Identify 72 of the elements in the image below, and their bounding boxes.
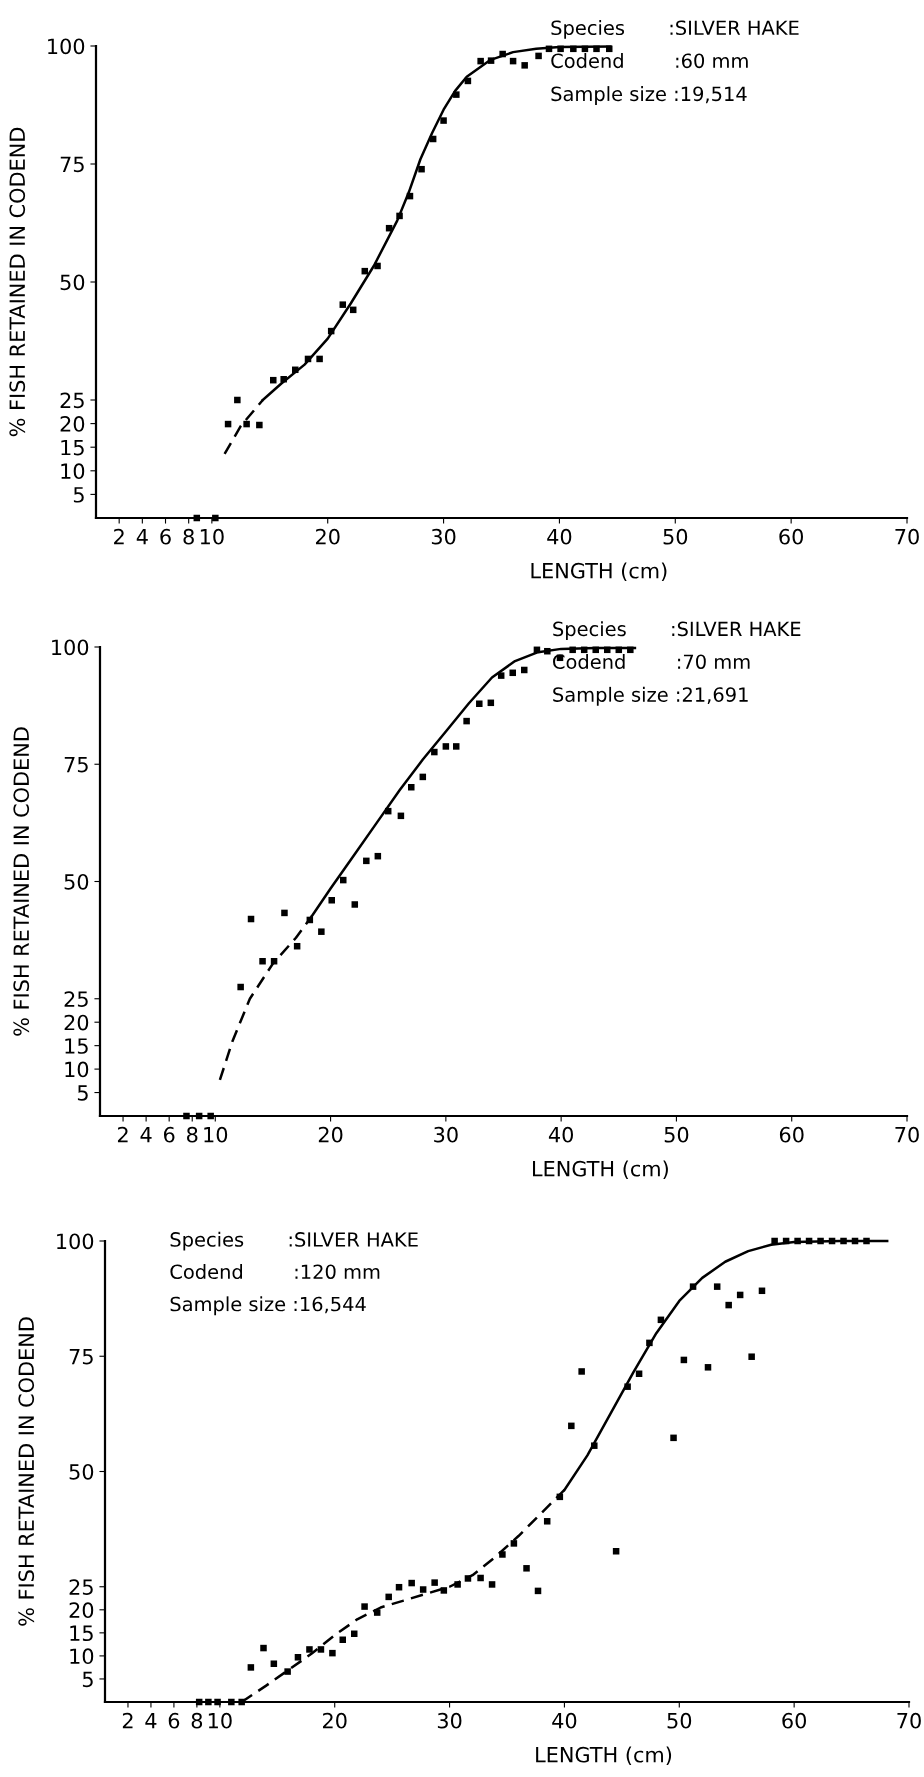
x-tick-label: 60 bbox=[779, 528, 804, 545]
y-tick-label: 100 bbox=[57, 1233, 94, 1250]
y-tick-label: 25 bbox=[69, 1579, 93, 1595]
x-tick-label: 50 bbox=[667, 1712, 692, 1729]
x-tick-label: 30 bbox=[431, 528, 456, 545]
x-tick-label: 2 bbox=[122, 1712, 133, 1729]
y-tick-label: 20 bbox=[60, 416, 85, 432]
x-tick-label: 6 bbox=[168, 1712, 180, 1729]
x-tick-label: 40 bbox=[548, 1126, 574, 1143]
x-tick-label: 20 bbox=[322, 1712, 347, 1729]
x-tick-label: 40 bbox=[547, 528, 572, 545]
x-axis-title: LENGTH (cm) bbox=[536, 1746, 672, 1766]
y-axis-title: % FISH RETAINED IN CODEND bbox=[13, 727, 30, 1036]
y-tick-label: 10 bbox=[70, 1648, 94, 1665]
x-tick-label: 50 bbox=[664, 1126, 689, 1143]
x-tick-label: 20 bbox=[318, 1126, 343, 1143]
y-tick-label: 100 bbox=[48, 38, 85, 55]
y-tick-label: 15 bbox=[65, 1038, 88, 1054]
x-tick-label: 8 bbox=[187, 1126, 198, 1143]
x-axis-title: LENGTH (cm) bbox=[533, 1160, 668, 1180]
x-tick-label: 60 bbox=[779, 1126, 804, 1143]
annotation: Codend :60 mm bbox=[551, 53, 748, 69]
annotation: Sample size :19,514 bbox=[551, 86, 747, 105]
x-tick-label: 70 bbox=[895, 528, 919, 545]
y-tick-label: 25 bbox=[60, 392, 84, 409]
y-axis-title: % FISH RETAINED IN CODEND bbox=[18, 1317, 35, 1626]
x-tick-label: 30 bbox=[437, 1712, 462, 1729]
y-tick-label: 5 bbox=[77, 1085, 88, 1101]
annotation: Codend :70 mm bbox=[553, 654, 750, 670]
x-tick-label: 6 bbox=[164, 1126, 175, 1143]
annotation: Sample size :21,691 bbox=[553, 686, 748, 706]
y-axis-title: % FISH RETAINED IN CODEND bbox=[9, 127, 26, 437]
x-tick-label: 2 bbox=[117, 1126, 128, 1143]
x-tick-label: 10 bbox=[200, 528, 224, 545]
y-tick-label: 15 bbox=[61, 439, 84, 456]
x-tick-label: 30 bbox=[434, 1126, 458, 1143]
x-tick-label: 10 bbox=[208, 1712, 232, 1729]
y-tick-label: 50 bbox=[69, 1463, 94, 1480]
x-tick-label: 10 bbox=[204, 1126, 228, 1143]
x-tick-label: 40 bbox=[552, 1712, 577, 1729]
y-tick-label: 10 bbox=[61, 463, 85, 480]
y-tick-label: 15 bbox=[70, 1625, 93, 1642]
x-tick-label: 50 bbox=[663, 528, 688, 545]
y-tick-label: 10 bbox=[65, 1061, 89, 1078]
annotation: Codend :120 mm bbox=[170, 1264, 380, 1280]
y-tick-label: 75 bbox=[60, 156, 84, 173]
y-tick-label: 50 bbox=[60, 274, 85, 291]
x-tick-label: 8 bbox=[191, 1712, 203, 1729]
y-tick-label: 20 bbox=[64, 1014, 89, 1031]
annotation: Sample size :16,544 bbox=[170, 1296, 366, 1316]
x-tick-label: 4 bbox=[145, 1713, 157, 1729]
x-tick-label: 60 bbox=[782, 1712, 807, 1729]
text: Species :SILVER HAKE bbox=[553, 621, 801, 641]
x-tick-label: 20 bbox=[315, 528, 340, 545]
x-tick-label: 4 bbox=[136, 529, 148, 545]
y-tick-label: 50 bbox=[64, 873, 89, 890]
text: Species :SILVER HAKE bbox=[551, 20, 799, 39]
x-tick-label: 70 bbox=[895, 1126, 919, 1143]
y-tick-label: 75 bbox=[64, 756, 88, 773]
y-tick-label: 20 bbox=[69, 1602, 94, 1619]
annotation: Species :SILVER HAKE bbox=[170, 1231, 418, 1251]
x-tick-label: 6 bbox=[160, 528, 171, 545]
x-tick-label: 4 bbox=[140, 1127, 152, 1143]
y-tick-label: 75 bbox=[69, 1348, 93, 1365]
x-axis-title: LENGTH (cm) bbox=[531, 562, 667, 582]
x-tick-label: 2 bbox=[114, 528, 124, 545]
y-tick-label: 5 bbox=[73, 487, 84, 503]
y-tick-label: 5 bbox=[82, 1671, 93, 1688]
x-tick-label: 8 bbox=[183, 528, 194, 545]
x-tick-label: 70 bbox=[897, 1712, 921, 1729]
y-tick-label: 25 bbox=[64, 991, 88, 1007]
y-tick-label: 100 bbox=[52, 639, 89, 656]
